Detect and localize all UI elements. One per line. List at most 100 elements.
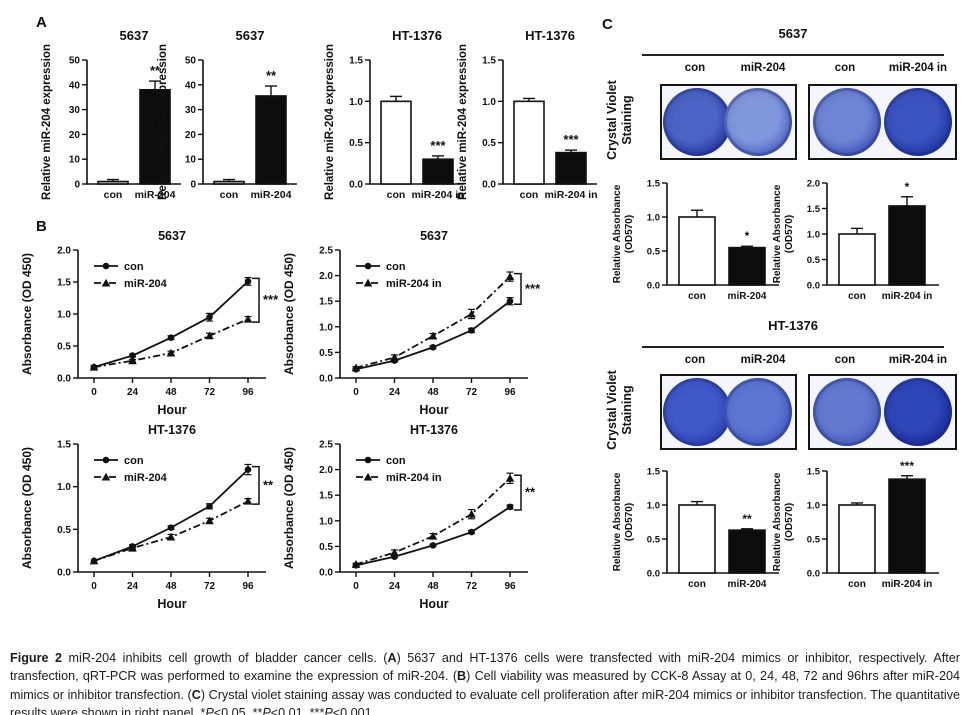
staining-row-label: Crystal Violet Staining: [605, 80, 634, 160]
x-tick-label: 0: [353, 581, 359, 592]
marker-triangle: [89, 362, 99, 371]
x-category-label: miR-204: [728, 579, 767, 590]
stain-well: [813, 378, 881, 446]
bar-miR-204: [139, 88, 171, 185]
staining-section-title: 5637: [778, 26, 808, 41]
marker-triangle: [428, 331, 438, 340]
y-tick-label: 0.0: [647, 281, 660, 292]
y-tick-label: 2.0: [807, 179, 820, 190]
y-axis-label: Absorbance (OD 450): [20, 447, 34, 569]
marker-triangle: [101, 278, 111, 287]
bar-chart-c4-ht1376-inhibitor-od570: Relative Absorbance (OD570) 0.0 0.5 1.0 1.5 co…: [771, 455, 947, 611]
bar-chart-c1-5637-mimic-od570: Relative Absorbance (OD570) 0.0 0.5 1.0 1.5 co…: [611, 167, 787, 323]
x-axis-label: Hour: [419, 403, 448, 417]
chart-title: HT-1376: [410, 423, 458, 437]
chart-svg-a2: 5637 Relative miR-204 expression 0 10 20 30 40…: [157, 28, 297, 201]
x-category-label: miR-204: [251, 189, 292, 201]
bar-miR-204: [728, 246, 766, 286]
staining-well-box: [660, 84, 797, 160]
y-tick-label: 0.0: [482, 180, 496, 191]
y-tick-label: 0: [190, 180, 196, 191]
y-tick-label: 1.5: [647, 179, 661, 190]
y-tick-label: 0.5: [319, 542, 333, 553]
stain-well: [813, 88, 881, 156]
significance-bracket: [514, 474, 522, 511]
chart-title: 5637: [236, 28, 265, 43]
marker-circle: [506, 297, 514, 305]
y-tick-label: 20: [185, 130, 197, 141]
y-tick-label: 40: [185, 80, 197, 91]
bar-chart-a1-5637-mimic-qpcr: 5637 Relative miR-204 expression 0 10 20 30 40…: [39, 24, 189, 224]
marker-triangle: [428, 531, 438, 540]
y-tick-label: 0.5: [349, 138, 363, 149]
series-miR-204: [89, 496, 253, 565]
legend-label: con: [124, 261, 144, 273]
staining-title-rule: [642, 346, 944, 348]
y-axis-label: Absorbance (OD 450): [282, 253, 296, 375]
well-column-label: miR-204 in: [888, 62, 948, 74]
x-tick-label: 48: [427, 581, 439, 592]
marker-triangle: [128, 543, 137, 552]
y-tick-label: 50: [69, 56, 81, 67]
significance-stars: ***: [525, 281, 541, 296]
marker-circle: [102, 262, 110, 270]
legend-label: miR-204 in: [386, 472, 442, 484]
y-tick-label: 0.0: [647, 569, 660, 580]
figure-caption: Figure 2 miR-204 inhibits cell growth of…: [10, 649, 960, 715]
caption-segment: ) Cell viability was measured by CCK-8 A…: [10, 669, 964, 702]
x-category-label: con: [520, 189, 539, 201]
x-tick-label: 0: [353, 387, 359, 398]
significance-stars: **: [263, 477, 274, 492]
marker-triangle: [505, 272, 515, 281]
chart-svg-a1: 5637 Relative miR-204 expression 0 10 20 30 40…: [41, 28, 181, 201]
chart-svg-b4: HT-1376 Absorbance (OD 450) 0.0 0.5 1.0 1.5 2.…: [282, 423, 536, 611]
marker-triangle: [101, 472, 111, 481]
caption-segment: C: [191, 687, 201, 702]
well-column-label: miR-204: [740, 62, 786, 74]
y-tick-label: 1.0: [57, 482, 71, 493]
significance-stars: *: [905, 180, 910, 194]
chart-svg-b1: 5637 Absorbance (OD 450) 0.0 0.5 1.0 1.5 2.0 0 2…: [20, 229, 279, 417]
marker-circle: [129, 352, 136, 359]
x-tick-label: 24: [127, 387, 139, 398]
bar-chart-c2-5637-inhibitor-od570: Relative Absorbance (OD570) 0.0 0.5 1.0 1.5 2.…: [771, 167, 947, 323]
legend-label: con: [386, 455, 406, 467]
chart-title: 5637: [120, 28, 149, 43]
significance-stars: ***: [900, 459, 914, 473]
legend-label: miR-204: [124, 278, 168, 290]
significance-stars: **: [150, 63, 161, 78]
bar-miR-204: [255, 95, 287, 185]
y-tick-label: 0: [74, 180, 80, 191]
marker-triangle: [363, 278, 373, 287]
bar-miR-204 in: [888, 205, 926, 286]
significance-bracket: [252, 465, 260, 505]
x-tick-label: 48: [165, 387, 177, 398]
bar-miR-204: [728, 529, 766, 574]
x-category-label: con: [848, 579, 866, 590]
bar-con: [678, 216, 716, 286]
marker-circle: [364, 456, 372, 464]
y-axis-label: Relative miR-204 expression: [41, 44, 53, 200]
marker-triangle: [390, 353, 399, 362]
well-column-label: con: [834, 354, 856, 366]
x-tick-label: 0: [91, 581, 97, 592]
y-tick-label: 1.5: [57, 440, 71, 451]
line-chart-b2-5637-inhibitor-cck8: 5637 Absorbance (OD 450) 0.0 0.5 1.0 1.5 2.0 2.…: [280, 226, 558, 426]
y-axis-label: Absorbance (OD 450): [282, 447, 296, 569]
caption-segment: <0.001.: [332, 706, 376, 715]
y-tick-label: 1.0: [807, 230, 820, 241]
stain-well: [663, 88, 731, 156]
y-tick-label: 0.5: [57, 342, 71, 353]
y-tick-label: 2.0: [319, 465, 333, 476]
y-tick-label: 1.0: [482, 97, 496, 108]
y-axis-label: Absorbance (OD 450): [20, 253, 34, 375]
chart-svg-c1: Relative Absorbance (OD570) 0.0 0.5 1.0 1.5 co…: [612, 179, 779, 302]
series-line: [355, 275, 511, 369]
caption-segment: P: [324, 706, 333, 715]
y-tick-label: 1.5: [807, 204, 821, 215]
significance-stars: ***: [263, 292, 279, 307]
bar-con: [380, 100, 412, 185]
marker-triangle: [243, 314, 253, 323]
marker-circle: [364, 262, 372, 270]
